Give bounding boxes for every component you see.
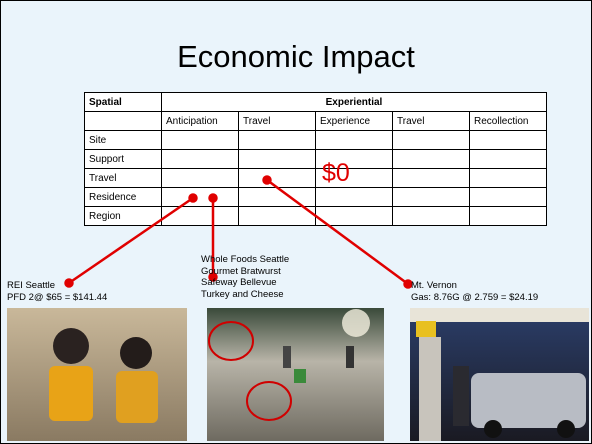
illustrations: [1, 1, 591, 443]
photo-beach: [207, 308, 384, 441]
annotation-line: Gourmet Bratwurst: [201, 266, 289, 278]
annotation-line: Turkey and Cheese: [201, 289, 289, 301]
annotation-line: Mt. Vernon: [411, 280, 538, 292]
annotation-line: Safeway Bellevue: [201, 277, 289, 289]
annotation-line: Whole Foods Seattle: [201, 254, 289, 266]
annotation: Mt. Vernon Gas: 8.76G @ 2.759 = $24.19: [411, 280, 538, 303]
photo-store: [7, 308, 187, 441]
annotation: REI Seattle PFD 2@ $65 = $141.44: [7, 280, 107, 303]
annotation: Whole Foods Seattle Gourmet Bratwurst Sa…: [201, 254, 289, 300]
slide: Economic Impact Spatial Experiential Ant…: [0, 0, 592, 444]
annotation-line: Gas: 8.76G @ 2.759 = $24.19: [411, 292, 538, 304]
annotation-line: PFD 2@ $65 = $141.44: [7, 292, 107, 304]
photo-gas-station: [410, 308, 589, 441]
annotation-line: REI Seattle: [7, 280, 107, 292]
